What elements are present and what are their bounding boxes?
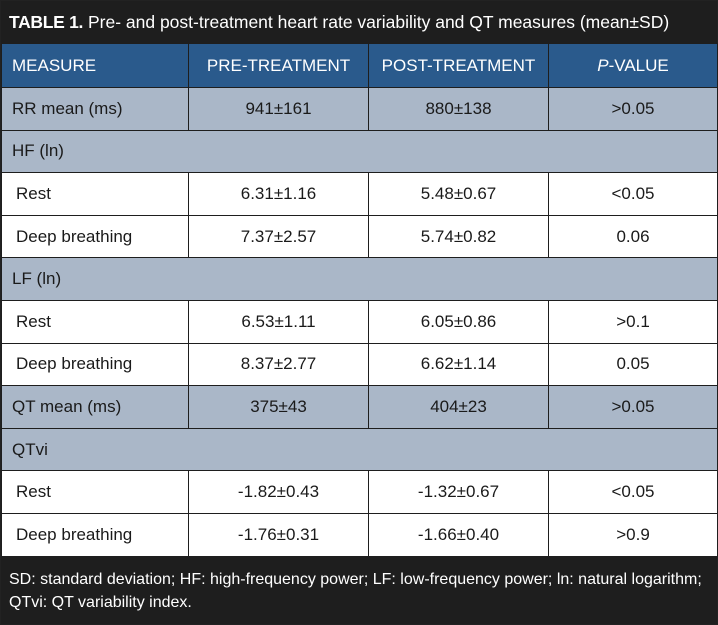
row-post: -1.32±0.67 — [368, 470, 549, 514]
table-row: Rest -1.82±0.43 -1.32±0.67 <0.05 — [1, 470, 718, 514]
row-pre: 941±161 — [188, 87, 369, 131]
p-italic: P — [597, 55, 609, 75]
section-label: QTvi — [1, 427, 718, 472]
table-title: TABLE 1. Pre- and post-treatment heart r… — [1, 1, 717, 43]
row-p: <0.05 — [548, 470, 718, 514]
table-row: RR mean (ms) 941±161 880±138 >0.05 — [1, 87, 718, 131]
table-row: Rest 6.31±1.16 5.48±0.67 <0.05 — [1, 172, 718, 216]
row-post: 5.48±0.67 — [368, 172, 549, 216]
row-pre: 6.31±1.16 — [188, 172, 369, 216]
row-post: 880±138 — [368, 87, 549, 131]
table-row: Rest 6.53±1.11 6.05±0.86 >0.1 — [1, 299, 718, 344]
row-pre: -1.82±0.43 — [188, 470, 369, 514]
data-table: MEASURE PRE-TREATMENT POST-TREATMENT P-V… — [1, 43, 718, 557]
section-label: LF (ln) — [1, 257, 718, 301]
section-label: HF (ln) — [1, 129, 718, 174]
row-p: >0.05 — [548, 87, 718, 131]
column-header-post: POST-TREATMENT — [368, 43, 549, 88]
header-row: MEASURE PRE-TREATMENT POST-TREATMENT P-V… — [1, 43, 718, 88]
table-row: QT mean (ms) 375±43 404±23 >0.05 — [1, 385, 718, 429]
row-pre: 8.37±2.77 — [188, 342, 369, 387]
row-post: 404±23 — [368, 385, 549, 429]
table-section-row: HF (ln) — [1, 129, 718, 174]
table-label: TABLE 1. — [9, 12, 84, 32]
row-p: >0.9 — [548, 512, 718, 557]
row-measure: Rest — [1, 470, 189, 514]
p-suffix: -VALUE — [608, 55, 669, 75]
table-section-row: QTvi — [1, 427, 718, 472]
row-post: -1.66±0.40 — [368, 512, 549, 557]
row-measure: QT mean (ms) — [1, 385, 189, 429]
table-row: Deep breathing 7.37±2.57 5.74±0.82 0.06 — [1, 214, 718, 259]
table-caption: Pre- and post-treatment heart rate varia… — [87, 12, 670, 32]
row-pre: 6.53±1.11 — [188, 299, 369, 344]
row-pre: -1.76±0.31 — [188, 512, 369, 557]
row-post: 5.74±0.82 — [368, 214, 549, 259]
row-measure: Deep breathing — [1, 214, 189, 259]
column-header-measure: MEASURE — [1, 43, 189, 88]
table-section-row: LF (ln) — [1, 257, 718, 301]
row-p: >0.05 — [548, 385, 718, 429]
row-measure: Rest — [1, 172, 189, 216]
column-header-pre: PRE-TREATMENT — [188, 43, 369, 88]
row-pre: 7.37±2.57 — [188, 214, 369, 259]
row-pre: 375±43 — [188, 385, 369, 429]
column-header-p-value: P-VALUE — [548, 43, 718, 88]
row-measure: Rest — [1, 299, 189, 344]
table-row: Deep breathing 8.37±2.77 6.62±1.14 0.05 — [1, 342, 718, 387]
row-p: 0.06 — [548, 214, 718, 259]
row-measure: RR mean (ms) — [1, 87, 189, 131]
row-p: >0.1 — [548, 299, 718, 344]
table-row: Deep breathing -1.76±0.31 -1.66±0.40 >0.… — [1, 512, 718, 557]
row-p: 0.05 — [548, 342, 718, 387]
table-footnote: SD: standard deviation; HF: high-frequen… — [1, 562, 717, 624]
row-measure: Deep breathing — [1, 512, 189, 557]
row-post: 6.05±0.86 — [368, 299, 549, 344]
row-post: 6.62±1.14 — [368, 342, 549, 387]
row-p: <0.05 — [548, 172, 718, 216]
row-measure: Deep breathing — [1, 342, 189, 387]
